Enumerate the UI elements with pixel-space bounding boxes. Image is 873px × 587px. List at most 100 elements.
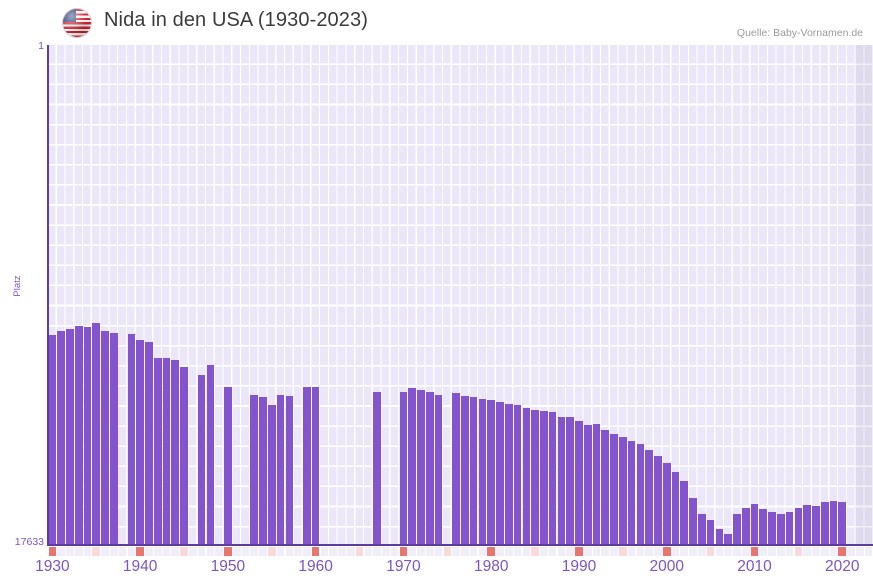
x-tick-cell: [557, 547, 566, 556]
x-tick-cell: [162, 547, 171, 556]
x-tick-cell: [425, 547, 434, 556]
bar: [706, 520, 715, 546]
x-tick-cell: [390, 547, 399, 556]
bar: [785, 512, 794, 546]
x-tick-cell: [820, 547, 829, 556]
bar: [698, 513, 706, 546]
bar: [566, 416, 574, 546]
bar: [689, 498, 697, 546]
x-tick-cell: [847, 547, 855, 556]
x-tick-label: 1970: [386, 558, 421, 575]
bar: [812, 506, 820, 546]
x-tick-cell: [548, 547, 557, 556]
bar: [504, 403, 513, 546]
x-tick-cell: [320, 547, 329, 556]
bar: [838, 501, 847, 546]
x-tick-cell: [48, 547, 57, 556]
bar: [759, 508, 768, 546]
bar: [250, 395, 259, 546]
bar: [276, 394, 285, 546]
bar: [162, 358, 171, 546]
x-tick-cell: [452, 547, 460, 556]
y-axis-title: Platz: [12, 275, 23, 297]
x-tick-cell: [57, 547, 65, 556]
bar: [83, 326, 92, 546]
bar: [425, 392, 434, 546]
x-tick-cell: [294, 547, 302, 556]
bar: [48, 335, 57, 546]
x-axis-tick-labels: 1930 1940 1950 1960 1970 1980 1990 2000 2010 2020: [0, 558, 873, 584]
x-tick-cell: [487, 547, 496, 556]
x-tick-cell: [636, 547, 645, 556]
x-tick-cell: [777, 547, 785, 556]
x-tick-cell: [145, 547, 153, 556]
bar: [180, 366, 188, 546]
x-tick-cell: [583, 547, 592, 556]
bar: [171, 359, 180, 546]
x-tick-cell: [382, 547, 390, 556]
x-tick-cell: [171, 547, 180, 556]
bar: [575, 420, 583, 546]
bar: [610, 433, 618, 546]
plot-area: [48, 45, 873, 546]
bar: [145, 341, 153, 546]
bar: [461, 395, 469, 546]
x-tick-cell: [496, 547, 504, 556]
x-tick-cell: [311, 547, 320, 556]
x-tick-cell: [671, 547, 680, 556]
x-tick-cell: [531, 547, 539, 556]
x-tick-label: 2000: [649, 558, 684, 575]
x-tick-cell: [864, 547, 873, 556]
chart-header: Nida in den USA (1930-2023) Quelle: Baby…: [0, 0, 873, 45]
x-tick-cell: [276, 547, 285, 556]
bar: [741, 507, 750, 546]
x-tick-label: 1940: [122, 558, 158, 575]
x-tick-cell: [794, 547, 803, 556]
bar: [619, 437, 627, 546]
x-tick-cell: [101, 547, 109, 556]
bar: [531, 409, 539, 546]
bar: [224, 386, 232, 546]
bar: [715, 528, 724, 546]
bar: [794, 508, 803, 546]
x-tick-cell: [733, 547, 741, 556]
x-tick-label: 2010: [737, 558, 772, 575]
bar: [110, 333, 118, 546]
x-tick-cell: [478, 547, 487, 556]
x-tick-cell: [592, 547, 601, 556]
bar: [513, 405, 522, 546]
bar: [399, 391, 408, 546]
source-note: Quelle: Baby-Vornamen.de: [736, 27, 863, 39]
x-tick-cell: [338, 547, 346, 556]
x-tick-cell: [689, 547, 697, 556]
x-tick-cell: [259, 547, 267, 556]
bar: [645, 450, 653, 546]
bar: [768, 511, 776, 546]
x-tick-cell: [469, 547, 478, 556]
x-tick-cell: [610, 547, 618, 556]
bar: [496, 401, 504, 546]
x-tick-cell: [408, 547, 417, 556]
bar: [303, 386, 311, 546]
bar: [197, 375, 206, 546]
x-tick-cell: [812, 547, 820, 556]
bar: [829, 501, 838, 546]
x-axis-line: [48, 544, 873, 546]
x-tick-cell: [654, 547, 662, 556]
x-tick-cell: [232, 547, 241, 556]
bar: [434, 395, 443, 546]
x-tick-cell: [329, 547, 338, 556]
x-tick-cell: [856, 547, 864, 556]
x-tick-cell: [399, 547, 408, 556]
x-tick-cell: [250, 547, 259, 556]
bar: [153, 357, 162, 546]
x-tick-cell: [724, 547, 732, 556]
x-tick-cell: [417, 547, 425, 556]
x-tick-cell: [741, 547, 750, 556]
x-tick-cell: [241, 547, 250, 556]
x-tick-cell: [127, 547, 136, 556]
x-tick-cell: [829, 547, 838, 556]
x-tick-cell: [373, 547, 381, 556]
x-tick-cell: [346, 547, 355, 556]
x-tick-cell: [627, 547, 636, 556]
